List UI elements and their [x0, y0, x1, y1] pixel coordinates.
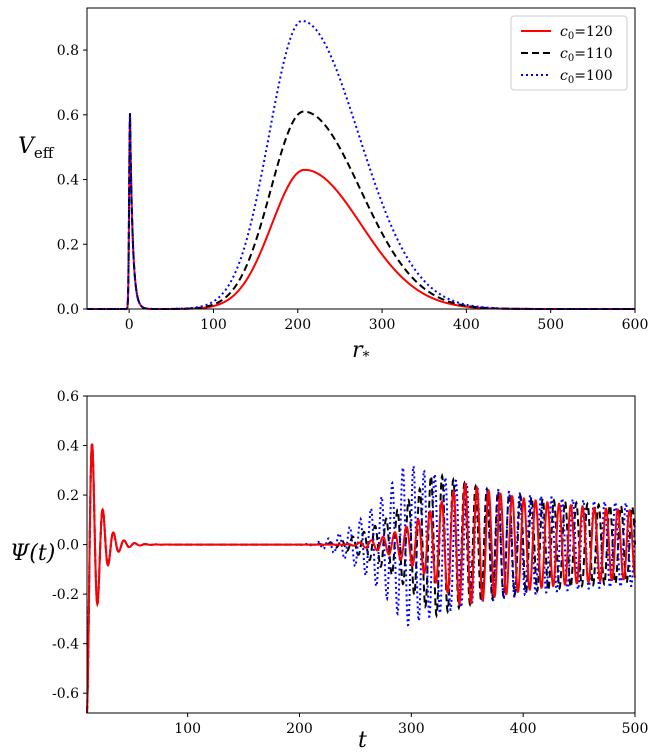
legend-label-1: c0=120 [560, 24, 613, 42]
bottom-plot-frame [86, 395, 636, 714]
bottom-y-tick-label: 0.0 [57, 538, 79, 554]
bottom-x-tick-label: 100 [174, 721, 201, 737]
bottom-series-line-1 [86, 443, 636, 714]
legend: c0=120 c0=110 c0=100 [510, 15, 628, 91]
bottom-y-ticks: -0.6 -0.4 -0.2 0.0 0.2 0.4 0.6 [52, 389, 87, 702]
top-x-tick-label: 200 [284, 317, 311, 333]
bottom-y-tick-label: -0.4 [52, 637, 79, 653]
bottom-x-tick-label: 500 [622, 721, 649, 737]
top-y-tick-label: 0.0 [57, 302, 79, 318]
bottom-y-tick-label: 0.4 [57, 439, 79, 455]
bottom-chart: 100 200 300 400 500 -0.6 -0.4 -0.2 0.0 0.2 0.4 0.6… [10, 389, 648, 752]
bottom-y-tick-label: 0.2 [57, 488, 79, 504]
top-y-tick-label: 0.4 [57, 173, 79, 189]
top-x-tick-label: 600 [622, 317, 649, 333]
bottom-curves [86, 443, 636, 714]
top-plot-frame [86, 7, 636, 310]
top-y-axis-label: Veff [18, 134, 55, 162]
bottom-y-tick-label: 0.6 [57, 389, 79, 405]
bottom-y-tick-label: -0.2 [52, 587, 79, 603]
bottom-x-axis-label: t [358, 728, 367, 752]
top-series-line-3 [87, 19, 635, 310]
bottom-x-ticks: 100 200 300 400 500 [174, 713, 648, 737]
legend-label-2: c0=110 [560, 46, 613, 64]
legend-entry-3: c0=100 [521, 68, 613, 86]
top-x-tick-label: 400 [453, 317, 480, 333]
top-series-line-1 [87, 113, 635, 310]
top-x-axis-label: r* [352, 338, 370, 365]
bottom-x-tick-label: 300 [398, 721, 425, 737]
bottom-x-tick-label: 400 [510, 721, 537, 737]
legend-entry-2: c0=110 [521, 46, 613, 64]
top-chart: 0 100 200 300 400 500 600 0.0 0.2 0.4 0.6 0.8 Veff… [18, 7, 649, 365]
legend-label-3: c0=100 [560, 68, 613, 86]
legend-entry-1: c0=120 [521, 24, 613, 42]
bottom-y-tick-label: -0.6 [52, 686, 79, 702]
legend-frame [510, 15, 628, 91]
top-y-tick-label: 0.6 [57, 108, 79, 124]
top-x-ticks: 0 100 200 300 400 500 600 [125, 309, 649, 333]
top-y-tick-label: 0.2 [57, 237, 79, 253]
bottom-y-axis-label: Ψ(t) [10, 541, 55, 566]
top-x-tick-label: 100 [200, 317, 227, 333]
top-x-tick-label: 300 [369, 317, 396, 333]
top-y-tick-label: 0.8 [57, 43, 79, 59]
top-x-tick-label: 500 [537, 317, 564, 333]
top-y-ticks: 0.0 0.2 0.4 0.6 0.8 [57, 43, 87, 318]
bottom-x-tick-label: 200 [286, 721, 313, 737]
top-x-tick-label: 0 [125, 317, 134, 333]
